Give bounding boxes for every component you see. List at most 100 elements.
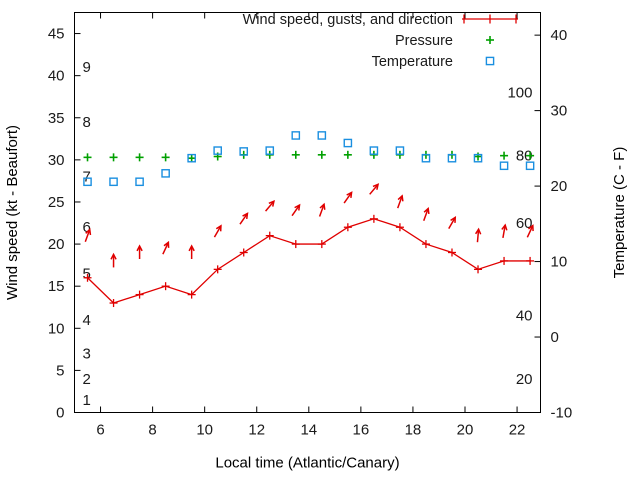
gust-arrow-shaft bbox=[291, 204, 301, 217]
gust-arrow-shaft bbox=[502, 224, 506, 238]
y-axis-title: Wind speed (kt - Beaufort) bbox=[4, 125, 21, 300]
plot-border bbox=[74, 12, 541, 413]
x-axis-ticks: 6 8 10 12 14 16 18 20 22 bbox=[96, 12, 525, 439]
y-tick-label: 5 bbox=[56, 362, 64, 379]
temperature-marker bbox=[83, 177, 92, 187]
gust-arrow-head bbox=[163, 240, 170, 248]
legend-label-0: Wind speed, gusts, and direction bbox=[243, 12, 453, 28]
beaufort-label: 9 bbox=[83, 59, 91, 76]
legend-square-icon bbox=[485, 56, 495, 66]
temperature-marker bbox=[239, 147, 249, 156]
temperature-marker bbox=[109, 177, 118, 187]
gust-arrow-head bbox=[397, 194, 404, 202]
y-tick-label: 40 bbox=[48, 68, 65, 85]
gust-arrow-head bbox=[450, 215, 457, 223]
series-wind-speed bbox=[83, 214, 535, 308]
gust-arrow-head bbox=[423, 206, 430, 215]
temperature-marker bbox=[525, 161, 535, 171]
temperature-marker bbox=[317, 131, 327, 140]
beaufort-label: 4 bbox=[83, 312, 91, 329]
temperature-marker bbox=[499, 161, 509, 171]
gust-arrow-head bbox=[501, 223, 508, 231]
gust-arrow-head bbox=[528, 224, 534, 232]
x-axis-title: Local time (Atlantic/Canary) bbox=[215, 455, 399, 472]
beaufort-label: 1 bbox=[83, 392, 91, 409]
beaufort-label: 5 bbox=[83, 266, 91, 283]
x-tick-label: 10 bbox=[196, 422, 213, 439]
gust-arrow-head bbox=[242, 212, 249, 220]
gust-arrow-shaft bbox=[369, 183, 379, 195]
x-tick-label: 14 bbox=[300, 422, 317, 439]
gust-arrow-head bbox=[110, 252, 117, 260]
gust-arrow-head bbox=[215, 224, 222, 232]
y2-tick-label: -10 bbox=[551, 405, 573, 422]
gust-arrow-shaft bbox=[476, 229, 480, 243]
y-tick-label: 10 bbox=[48, 320, 65, 337]
y2-tick-label: 10 bbox=[551, 254, 568, 271]
y2-tick-label: 20 bbox=[551, 178, 568, 195]
gust-arrow-head bbox=[188, 244, 195, 252]
y2-axis-ticks: -10 0 10 20 30 40 bbox=[534, 27, 573, 422]
gust-arrow-shaft bbox=[423, 208, 429, 221]
y-tick-label: 45 bbox=[48, 26, 65, 43]
y-tick-label: 25 bbox=[48, 194, 65, 211]
y2-tick-label: 40 bbox=[551, 27, 568, 44]
gust-arrow-shaft bbox=[396, 195, 403, 209]
gust-arrow-shaft bbox=[343, 192, 353, 204]
plot-frame bbox=[74, 12, 541, 413]
temperature-marker bbox=[473, 153, 483, 163]
temperature-marker bbox=[213, 146, 222, 155]
gust-arrow-head bbox=[85, 228, 92, 236]
gust-arrow-shaft bbox=[264, 200, 275, 212]
gust-arrow-head bbox=[319, 202, 326, 210]
gust-arrow-shaft bbox=[239, 213, 249, 225]
gust-arrow-shaft bbox=[213, 225, 222, 238]
wind-speed-line bbox=[87, 218, 531, 304]
series-temperature bbox=[83, 131, 535, 187]
gust-arrow-head bbox=[474, 227, 482, 235]
gust-arrow-head bbox=[136, 244, 143, 252]
temperature-marker bbox=[135, 177, 144, 187]
y2-tick-label: 0 bbox=[551, 329, 559, 346]
temperature-marker bbox=[395, 146, 405, 155]
axis-titles: Local time (Atlantic/Canary) Wind speed (… bbox=[4, 125, 628, 472]
gust-arrow-head bbox=[294, 203, 301, 211]
beaufort-label: 8 bbox=[83, 114, 91, 131]
temperature-marker bbox=[447, 153, 457, 163]
temperature-marker bbox=[161, 169, 170, 178]
gust-arrow-shaft bbox=[318, 204, 325, 217]
x-tick-label: 20 bbox=[457, 422, 474, 439]
pressure-label: 100 bbox=[507, 85, 532, 102]
y2-axis-title: Temperature (C - F) bbox=[611, 147, 628, 279]
pressure-label: 40 bbox=[516, 308, 533, 325]
pressure-label: 80 bbox=[516, 148, 533, 165]
gust-arrow-shaft bbox=[526, 225, 534, 238]
gust-arrow-shaft bbox=[84, 229, 91, 243]
gust-arrow-shaft bbox=[162, 242, 170, 255]
y-axis-ticks: 0 5 10 15 20 25 30 35 40 45 bbox=[48, 26, 81, 422]
beaufort-label: 6 bbox=[83, 219, 91, 236]
x-tick-label: 16 bbox=[353, 422, 370, 439]
temperature-marker bbox=[187, 153, 196, 163]
beaufort-label: 2 bbox=[83, 371, 91, 388]
temperature-marker bbox=[421, 153, 431, 163]
y2-tick-label: 30 bbox=[551, 103, 568, 120]
y-tick-label: 35 bbox=[48, 110, 65, 127]
y-tick-label: 20 bbox=[48, 236, 65, 253]
x-tick-label: 18 bbox=[405, 422, 422, 439]
y-tick-label: 15 bbox=[48, 278, 65, 295]
beaufort-label: 7 bbox=[83, 169, 91, 186]
legend-label-1: Pressure bbox=[395, 33, 453, 49]
gust-arrow-head bbox=[268, 199, 275, 207]
pressure-label: 20 bbox=[516, 371, 533, 388]
temperature-marker bbox=[265, 146, 275, 155]
temperature-marker bbox=[291, 131, 301, 140]
beaufort-label: 3 bbox=[83, 346, 91, 363]
y-tick-label: 0 bbox=[56, 405, 64, 422]
gust-arrow-shaft bbox=[448, 217, 456, 230]
y-tick-label: 30 bbox=[48, 152, 65, 169]
beaufort-scale-labels: 1 2 3 4 5 6 7 8 9 bbox=[83, 59, 91, 409]
